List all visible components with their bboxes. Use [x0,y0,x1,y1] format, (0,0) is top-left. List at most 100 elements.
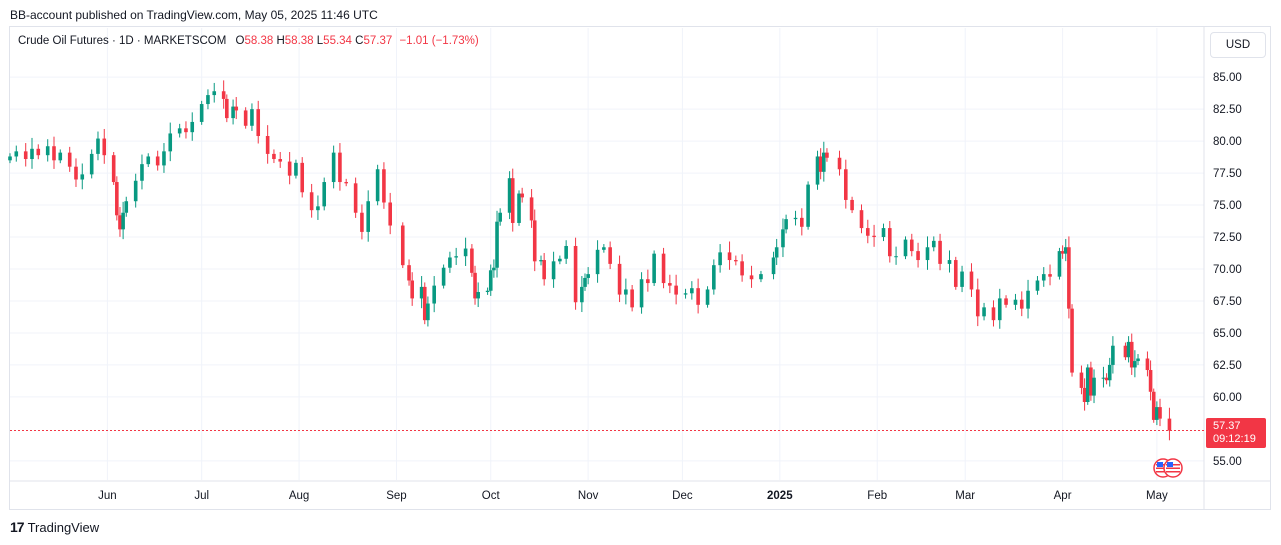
candle-body[interactable] [683,293,688,295]
candle-body[interactable] [1004,298,1008,305]
candle-body[interactable] [1089,367,1093,396]
candle-body[interactable] [8,156,12,161]
candle-body[interactable] [520,193,524,198]
candle-body[interactable] [624,289,628,295]
candle-body[interactable] [1133,361,1137,368]
candle-body[interactable] [969,271,974,290]
candle-body[interactable] [583,277,587,287]
candle-body[interactable] [382,169,386,203]
candle-body[interactable] [206,95,210,105]
candle-body[interactable] [705,289,710,305]
us-flag-icon[interactable] [1153,458,1183,478]
candle-body[interactable] [837,157,842,170]
candle-body[interactable] [1129,341,1134,368]
candle-body[interactable] [338,152,342,183]
candle-body[interactable] [793,217,798,220]
candle-body[interactable] [661,253,666,284]
currency-button[interactable]: USD [1210,32,1266,58]
candle-body[interactable] [1067,247,1071,309]
candle-body[interactable] [674,285,678,295]
candle-body[interactable] [1057,251,1062,277]
candle-body[interactable] [564,245,568,259]
candle-body[interactable] [426,303,430,321]
candle-body[interactable] [278,159,283,162]
candle-body[interactable] [177,128,182,134]
candle-body[interactable] [639,279,644,308]
candle-body[interactable] [476,292,480,299]
candle-body[interactable] [806,184,810,227]
candle-body[interactable] [1148,370,1153,392]
candle-body[interactable] [938,240,942,264]
candle-body[interactable] [539,260,543,262]
candle-body[interactable] [1107,364,1112,381]
candle-body[interactable] [815,156,820,185]
candle-body[interactable] [781,229,785,248]
candle-body[interactable] [825,152,829,158]
candle-body[interactable] [931,240,936,248]
candle-body[interactable] [96,138,100,154]
candle-body[interactable] [734,260,738,262]
candle-body[interactable] [331,152,336,183]
candle-body[interactable] [400,225,405,266]
candle-body[interactable] [1082,387,1087,402]
candle-body[interactable] [121,212,125,230]
candle-body[interactable] [155,156,160,166]
candle-body[interactable] [818,156,823,172]
candle-body[interactable] [168,133,173,152]
candle-body[interactable] [140,164,144,181]
candle-body[interactable] [573,245,578,303]
candle-body[interactable] [58,152,63,161]
candle-body[interactable] [294,162,298,176]
candle-body[interactable] [353,183,358,213]
candle-body[interactable] [419,286,424,299]
candle-body[interactable] [250,109,254,126]
candle-body[interactable] [375,169,380,202]
candle-body[interactable] [199,104,204,122]
candle-body[interactable] [115,182,119,216]
candle-body[interactable] [133,180,138,202]
candle-body[interactable] [360,212,364,232]
candle-body[interactable] [162,151,166,166]
candle-body[interactable] [344,182,349,184]
candle-body[interactable] [1070,308,1074,373]
candle-body[interactable] [586,274,590,278]
candle-body[interactable] [844,169,848,200]
candle-body[interactable] [595,249,600,275]
candle-body[interactable] [646,279,650,284]
candle-body[interactable] [463,248,468,257]
candle-body[interactable] [953,260,958,287]
candle-body[interactable] [608,247,612,264]
candle-body[interactable] [894,256,898,258]
candle-body[interactable] [407,265,411,281]
candle-body[interactable] [441,267,446,286]
candle-body[interactable] [652,253,656,284]
candle-body[interactable] [696,288,700,305]
candle-body[interactable] [975,289,980,317]
candle-body[interactable] [470,248,474,273]
candle-body[interactable] [532,220,537,262]
candle-body[interactable] [74,166,78,180]
candle-body[interactable] [580,286,584,303]
candle-body[interactable] [322,182,327,207]
candle-body[interactable] [909,239,914,252]
candle-body[interactable] [529,197,534,221]
candle-body[interactable] [774,247,779,258]
candle-body[interactable] [872,235,876,238]
candle-body[interactable] [454,256,458,258]
candle-body[interactable] [410,280,414,299]
candle-body[interactable] [1048,274,1052,277]
candle-body[interactable] [1041,274,1046,281]
candle-body[interactable] [231,106,235,119]
candle-body[interactable] [865,228,870,236]
candle-body[interactable] [366,201,370,232]
candle-body[interactable] [448,257,452,268]
candle-body[interactable] [1063,247,1068,254]
candle-body[interactable] [916,251,920,261]
candle-body[interactable] [784,219,788,230]
candle-body[interactable] [89,153,94,175]
candle-body[interactable] [102,138,107,156]
candle-body[interactable] [1026,290,1030,309]
candle-body[interactable] [822,152,826,172]
candle-body[interactable] [388,202,392,226]
